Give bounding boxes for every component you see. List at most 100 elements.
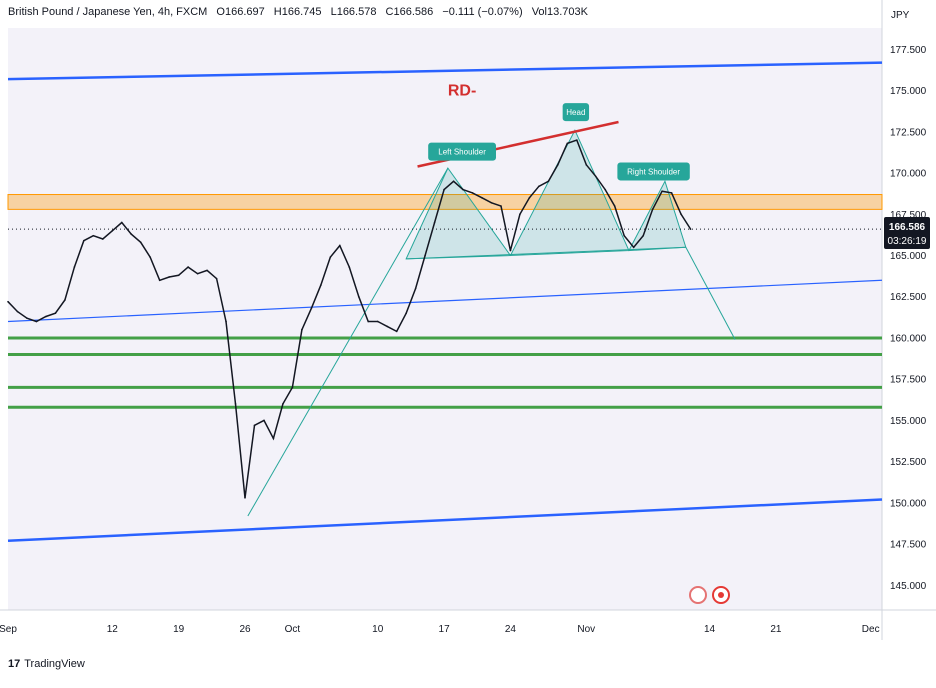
date-tick-label: 21 [770,624,782,635]
price-point [83,239,85,242]
price-point [206,269,208,272]
price-axis[interactable]: 177.500 175.000 172.500 170.000 167.500 165.0… [890,45,927,592]
date-tick-label: 26 [239,624,251,635]
price-point [414,287,417,290]
price-point [139,241,142,244]
price-point [557,164,559,166]
neckline[interactable] [406,246,686,260]
price-point [642,234,644,237]
target-projection-line[interactable] [685,247,736,340]
price-point [566,142,569,145]
price-tick-label: 145.000 [890,581,927,592]
uk-flag-icon[interactable] [689,586,707,604]
right-shoulder-label: Right Shoulder [627,167,680,176]
price-point [509,249,512,252]
price-point [395,330,398,333]
date-tick-label: 10 [372,624,384,635]
price-point [348,266,351,268]
price-point [500,205,502,207]
open-value: O166.697 [216,6,265,18]
price-point [528,197,531,199]
channel-mid-line[interactable] [7,279,883,323]
left-shoulder-badge[interactable] [428,142,496,161]
price-point [689,228,692,230]
price-point [632,246,635,249]
date-tick-label: 24 [505,624,517,635]
price-point [263,419,265,422]
symbol-title[interactable]: British Pound / Japanese Yen, 4h, FXCM [8,6,208,18]
price-tag-bg [884,217,930,249]
price-point [16,310,19,313]
date-tick-label: Oct [285,624,301,635]
price-point [471,192,474,194]
price-point [623,234,625,237]
tradingview-logo-icon[interactable]: 17 [8,658,21,670]
price-point [481,197,483,199]
right-shoulder-badge[interactable] [617,162,690,181]
price-point [244,497,246,499]
price-point [310,307,313,310]
volume-value: Vol13.703K [531,6,588,18]
current-price-tag: 166.586 03:26:19 [884,217,930,249]
price-point [130,233,133,235]
price-point [433,221,436,224]
price-point [613,205,616,207]
date-tick-label: 12 [107,624,119,635]
date-tick-label: 17 [439,624,451,635]
trend-line[interactable] [247,167,449,517]
brand-name[interactable]: TradingView [24,658,85,670]
price-tick-label: 167.500 [890,210,927,221]
price-point [651,208,654,211]
price-chart[interactable]: JPY RD- Left Shoulder Head Right Shoulder 1… [0,0,936,650]
low-value: L166.578 [330,6,377,18]
resistance-zone[interactable] [7,194,883,210]
price-point [73,266,76,268]
event-icons[interactable] [689,586,730,604]
price-tick-label: 157.500 [890,375,927,386]
time-axis[interactable]: Sep 12 19 26 Oct 10 17 24 Nov 14 21 Dec [0,624,880,635]
channel-lower-line[interactable] [7,498,883,543]
price-point [301,328,303,331]
price-point [519,213,521,216]
price-tick-label: 165.000 [890,251,927,262]
change-value: −0.111 (−0.07%) [442,6,523,18]
price-point [462,188,464,191]
price-point [357,295,360,298]
price-point [661,190,663,193]
price-point [424,254,426,257]
price-point [339,244,341,247]
price-tick-label: 175.000 [890,86,927,97]
head-triangle[interactable] [509,129,630,257]
currency-label: JPY [891,10,910,21]
price-point [177,274,180,277]
price-point [538,185,540,188]
price-point [158,279,161,282]
price-point [187,266,189,268]
drawings-layer: RD- Left Shoulder Head Right Shoulder [7,61,883,543]
price-point [215,277,218,280]
price-point [225,320,227,323]
price-tick-label: 152.500 [890,457,927,468]
series-layer [7,139,882,499]
price-tick-label: 172.500 [890,127,927,138]
left-shoulder-label: Left Shoulder [438,148,486,157]
price-point [26,317,28,319]
price-point [443,188,445,191]
price-tick-label: 147.500 [890,540,927,551]
price-point [585,164,588,166]
price-point [282,403,284,405]
channel-upper-line[interactable] [7,61,883,81]
left-shoulder-triangle[interactable] [405,167,512,260]
head-badge[interactable] [562,103,590,122]
date-tick-label: Nov [577,624,595,635]
countdown-label: 03:26:19 [888,236,927,247]
japan-flag-dot-icon [718,592,724,598]
price-tick-label: 160.000 [890,333,927,344]
price-point [376,320,379,323]
price-point [149,256,151,258]
price-point [102,238,104,240]
price-point [386,325,389,328]
price-point [670,192,673,194]
price-point [291,386,294,389]
price-point [490,201,493,204]
